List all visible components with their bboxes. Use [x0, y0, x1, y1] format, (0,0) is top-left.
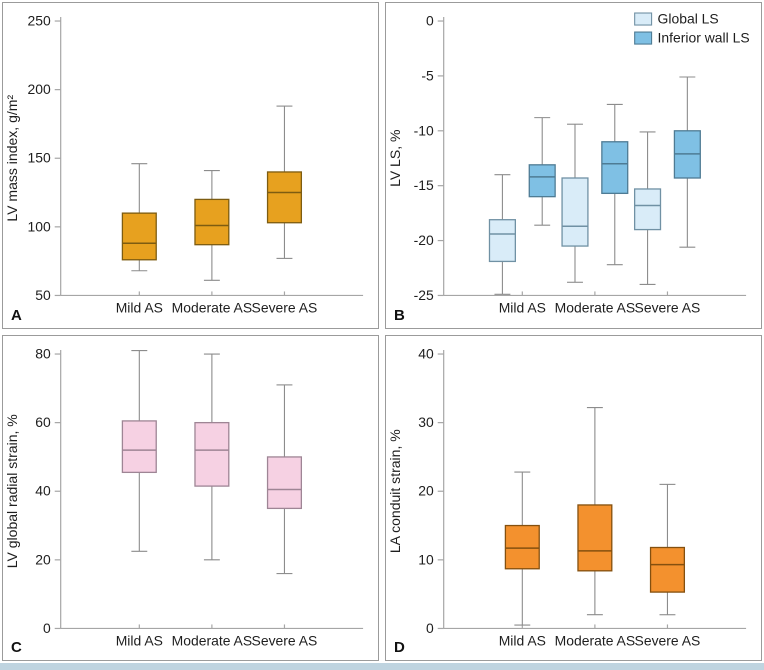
y-tick-label: 30: [418, 414, 434, 430]
x-category-label: Severe AS: [252, 632, 318, 648]
x-category-label: Mild AS: [499, 299, 546, 315]
iqr-box: [266, 455, 303, 509]
y-axis-title: LV LS, %: [387, 130, 403, 187]
y-tick-label: -10: [414, 122, 434, 138]
chart-la-conduit-strain: 0 10 20 30 40 LA conduit strain, % Mild AS Mode…: [386, 336, 761, 661]
iqr-box: [633, 188, 662, 231]
box-plot-mild-as: [504, 470, 540, 626]
box-plot-mild-as: [121, 349, 157, 552]
box-plot-moderate-as: [577, 406, 613, 615]
box-plot-severe-as: [266, 105, 303, 259]
iqr-box: [577, 503, 613, 571]
panel-b-lv-ls: 0 -5 -10 -15 -20 -25 LV LS, % Mild AS Moderate A…: [385, 2, 762, 329]
iqr-box: [601, 141, 629, 195]
panel-letter-d: D: [394, 639, 405, 656]
iqr-box: [266, 171, 303, 224]
panel-letter-c: C: [11, 639, 22, 656]
y-tick-label: 40: [418, 345, 434, 361]
legend-label: Inferior wall LS: [658, 30, 750, 46]
y-tick-label: -15: [414, 177, 434, 193]
iqr-box: [121, 212, 157, 261]
box-plot-severe-as-inferior-wall-ls: [673, 76, 701, 248]
y-tick-label: -20: [414, 232, 434, 248]
y-tick-label: -25: [414, 287, 434, 303]
y-tick-label: 0: [43, 619, 51, 635]
y-axis-title: LV mass index, g/m²: [4, 95, 20, 222]
iqr-box: [121, 419, 157, 473]
chart-lv-ls: 0 -5 -10 -15 -20 -25 LV LS, % Mild AS Moderate A…: [386, 3, 761, 328]
y-axis-title: LV global radial strain, %: [4, 414, 20, 568]
panel-letter-a: A: [11, 306, 22, 324]
y-tick-label: 20: [418, 482, 434, 498]
x-category-label: Mild AS: [116, 299, 163, 315]
chart-lv-global-radial-strain: 0 20 40 60 80 LV global radial strain, % Mild …: [3, 336, 378, 661]
box-plot-severe-as-global-ls: [633, 131, 662, 286]
box-plot-moderate-as: [194, 352, 230, 560]
panel-a-lv-mass-index: 50 100 150 200 250 LV mass index, g/m² Mild AS…: [2, 2, 379, 329]
legend-label: Global LS: [658, 10, 719, 26]
y-tick-label: 50: [35, 287, 51, 303]
legend-item: Inferior wall LS: [634, 30, 750, 46]
y-tick-label: 200: [28, 81, 51, 97]
x-category-label: Moderate AS: [555, 632, 635, 648]
x-category-label: Mild AS: [499, 632, 546, 648]
y-axis-title: LA conduit strain, %: [387, 429, 403, 553]
y-tick-label: -5: [421, 67, 434, 83]
x-category-label: Moderate AS: [172, 632, 252, 648]
box-plot-severe-as: [266, 383, 303, 574]
iqr-box: [504, 524, 540, 569]
chart-svg-a: 50 100 150 200 250 LV mass index, g/m² Mild AS…: [4, 12, 364, 315]
box-plot-severe-as: [649, 483, 686, 615]
iqr-box: [561, 177, 589, 247]
y-tick-label: 20: [35, 551, 51, 567]
iqr-box: [194, 421, 230, 487]
legend-swatch: [634, 12, 653, 26]
panel-d-la-conduit-strain: 0 10 20 30 40 LA conduit strain, % Mild AS Mode…: [385, 334, 762, 661]
chart-svg-c: 0 20 40 60 80 LV global radial strain, % Mild …: [4, 345, 364, 648]
legend-swatch: [634, 31, 653, 45]
panel-c-lv-global-radial-strain: 0 20 40 60 80 LV global radial strain, % Mild …: [2, 334, 379, 661]
chart-svg-b: 0 -5 -10 -15 -20 -25 LV LS, % Mild AS Moderate A…: [387, 10, 750, 315]
box-plot-moderate-as: [194, 170, 230, 281]
y-tick-label: 150: [28, 150, 51, 166]
panel-letter-b: B: [394, 306, 405, 324]
y-tick-label: 0: [426, 619, 434, 635]
y-tick-label: 100: [28, 218, 51, 234]
y-tick-label: 250: [28, 12, 51, 28]
iqr-box: [528, 164, 556, 198]
y-tick-label: 80: [35, 345, 51, 361]
x-category-label: Moderate AS: [555, 299, 635, 315]
chart-lv-mass-index: 50 100 150 200 250 LV mass index, g/m² Mild AS…: [3, 3, 378, 328]
box-plot-mild-as-global-ls: [488, 174, 516, 295]
y-tick-label: 40: [35, 482, 51, 498]
x-category-label: Severe AS: [635, 632, 701, 648]
chart-svg-d: 0 10 20 30 40 LA conduit strain, % Mild AS Mode…: [387, 345, 747, 648]
box-plot-mild-as-inferior-wall-ls: [528, 117, 556, 226]
iqr-box: [194, 198, 230, 246]
bottom-band: [0, 663, 764, 670]
iqr-box: [488, 219, 516, 263]
x-category-label: Severe AS: [252, 299, 318, 315]
y-tick-label: 0: [426, 12, 434, 28]
x-category-label: Severe AS: [635, 299, 701, 315]
legend-item: Global LS: [634, 10, 719, 27]
iqr-box: [649, 546, 686, 593]
box-plot-moderate-as-global-ls: [561, 123, 589, 283]
y-tick-label: 10: [418, 551, 434, 567]
box-plot-mild-as: [121, 163, 157, 272]
box-plot-moderate-as-inferior-wall-ls: [601, 103, 629, 266]
y-tick-label: 60: [35, 414, 51, 430]
x-category-label: Moderate AS: [172, 299, 252, 315]
x-category-label: Mild AS: [116, 632, 163, 648]
